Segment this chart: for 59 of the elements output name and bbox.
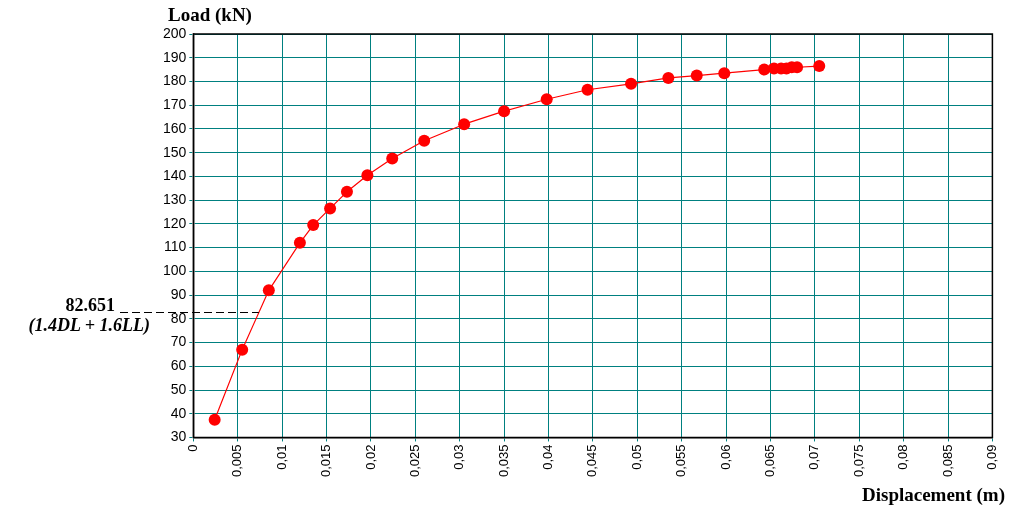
- x-tick-label: 0,075: [850, 444, 866, 478]
- y-tick-label: 60: [170, 357, 187, 374]
- x-tick-label: 0,08: [895, 444, 911, 470]
- y-tick-label: 180: [163, 72, 187, 89]
- y-tick-label: 90: [170, 285, 187, 302]
- x-tick-label: 0,005: [229, 444, 245, 478]
- point: [498, 105, 511, 118]
- y-tick-label: 70: [170, 333, 187, 350]
- x-tick-label: 0,05: [628, 444, 644, 470]
- point: [361, 169, 374, 182]
- x-tick-label: 0,015: [318, 444, 334, 478]
- x-tick-label: 0,085: [939, 444, 955, 478]
- point: [625, 77, 638, 90]
- x-tick-label: 0,035: [495, 444, 511, 478]
- point: [418, 134, 431, 147]
- point: [262, 284, 275, 297]
- point: [581, 83, 594, 96]
- point: [236, 343, 249, 356]
- x-tick-label: 0,045: [584, 444, 600, 478]
- point: [718, 67, 731, 80]
- x-tick-label: 0,025: [406, 444, 422, 478]
- y-tick-label: 200: [163, 24, 187, 41]
- x-tick-label: 0,07: [806, 444, 822, 470]
- x-tick-label: 0,04: [540, 444, 556, 470]
- point: [690, 69, 703, 82]
- x-tick-label: 0,01: [273, 444, 289, 470]
- x-tick-label: 0,09: [983, 444, 999, 470]
- y-tick-label: 190: [163, 48, 187, 65]
- x-tick-label: 0,06: [717, 444, 733, 470]
- x-tick-label: 0,055: [673, 444, 689, 478]
- x-tick-label: 0,03: [451, 444, 467, 470]
- point: [458, 118, 471, 131]
- point: [324, 202, 337, 215]
- point: [208, 413, 221, 426]
- y-tick-label: 160: [163, 119, 187, 136]
- x-tick-label: 0,065: [762, 444, 778, 478]
- y-tick-label: 80: [170, 309, 187, 326]
- y-tick-label: 150: [163, 143, 187, 160]
- point: [813, 60, 826, 73]
- y-tick-label: 30: [170, 428, 187, 445]
- point: [540, 93, 553, 106]
- y-tick-label: 120: [163, 214, 187, 231]
- y-tick-label: 100: [163, 262, 187, 279]
- ref-line-label: 82.651 (1.4DL + 1.6LL): [28, 295, 150, 337]
- point: [307, 219, 320, 232]
- point: [293, 236, 306, 249]
- x-tick-label: 0,02: [362, 444, 378, 470]
- y-tick-label: 110: [164, 238, 187, 255]
- y-tick-label: 50: [170, 380, 187, 397]
- y-tick-label: 130: [163, 190, 187, 207]
- point: [340, 185, 353, 198]
- point: [386, 152, 399, 165]
- point: [662, 71, 675, 84]
- x-tick-label: 0: [184, 444, 200, 452]
- y-tick-label: 140: [163, 167, 187, 184]
- x-axis-title: Displacement (m): [862, 484, 1005, 506]
- y-tick-label: 170: [163, 96, 187, 113]
- y-axis-title: Load (kN): [168, 4, 252, 26]
- y-tick-label: 40: [170, 404, 187, 421]
